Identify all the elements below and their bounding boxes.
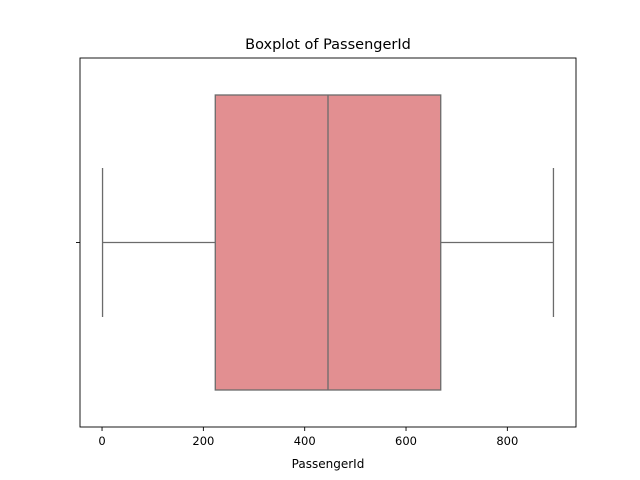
x-tick-label: 0 — [98, 434, 105, 448]
chart-title: Boxplot of PassengerId — [245, 37, 411, 53]
x-tick-label: 200 — [192, 434, 214, 448]
x-tick-label: 400 — [294, 434, 316, 448]
x-tick-label: 600 — [395, 434, 417, 448]
x-axis-label: PassengerId — [292, 457, 365, 471]
x-tick-label: 800 — [496, 434, 518, 448]
plot-area — [101, 94, 555, 391]
x-axis-ticks: 0 200 400 600 800 — [98, 427, 518, 448]
